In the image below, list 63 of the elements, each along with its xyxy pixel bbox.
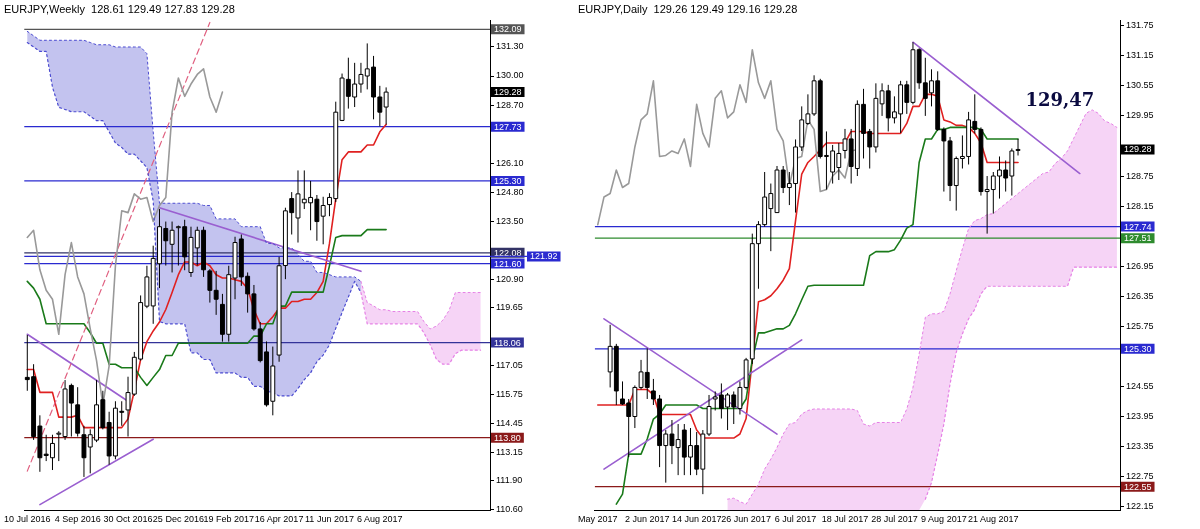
y-tick-label: 124.80 [496, 186, 524, 197]
ref-line-label: 122.08 [494, 247, 522, 258]
y-tick-label: 122.15 [1126, 501, 1154, 512]
chart-title: EURJPY,Daily 129.26 129.49 129.16 129.28 [578, 2, 798, 15]
ref-line-label: 121.60 [494, 258, 522, 269]
y-tick-label: 128.75 [1126, 170, 1154, 181]
y-tick-label: 131.15 [1126, 50, 1154, 61]
x-tick-label: May 2017 [578, 514, 618, 525]
y-tick-label: 130.55 [1126, 80, 1154, 91]
text: 129.28 [1124, 144, 1152, 155]
ref-line-label: 127.73 [494, 121, 522, 132]
y-tick-label: 123.95 [1126, 410, 1154, 421]
x-tick-label: 11 Jun 2017 [305, 514, 354, 525]
chart-title: EURJPY,Weekly 128.61 129.49 127.83 129.28 [4, 2, 235, 15]
x-tick-label: 16 Apr 2017 [254, 514, 304, 525]
x-tick-label: 30 Oct 2016 [103, 514, 153, 525]
x-tick-label: 10 Jul 2016 [4, 514, 51, 525]
ref-line-label: 127.74 [1124, 221, 1152, 232]
y-tick-label: 123.50 [496, 215, 524, 226]
y-tick-label: 117.05 [496, 359, 523, 370]
ref-line-label: 122.55 [1124, 481, 1152, 492]
ref-line-label: 127.51 [1124, 233, 1152, 244]
x-tick-label: 18 Jul 2017 [821, 514, 869, 525]
x-tick-label: 26 Jun 2017 [721, 514, 771, 525]
y-tick-label: 122.75 [1126, 471, 1154, 482]
x-tick-label: 21 Aug 2017 [968, 514, 1019, 525]
y-tick-label: 124.55 [1126, 380, 1154, 391]
y-tick-label: 115.75 [496, 388, 523, 399]
ref-line-label: 113.80 [494, 432, 521, 443]
y-tick-label: 119.65 [496, 301, 523, 312]
y-tick-label: 113.15 [496, 446, 523, 457]
x-tick-label: 14 Jun 2017 [671, 514, 722, 525]
y-tick-label: 129.95 [1126, 110, 1154, 121]
y-tick-label: 114.45 [496, 417, 523, 428]
ref-line-label: 125.30 [494, 175, 522, 186]
ref-line-label: 125.30 [1124, 343, 1152, 354]
x-tick-label: 19 Feb 2017 [203, 514, 255, 525]
y-tick-label: 126.10 [496, 157, 524, 168]
x-tick-label: 4 Sep 2016 [54, 514, 101, 525]
ref-line-label: 118.06 [494, 337, 521, 348]
ref-line-label: 132.09 [494, 24, 522, 35]
y-tick-label: 128.15 [1126, 200, 1154, 211]
x-tick-label: 25 Dec 2016 [152, 514, 204, 525]
x-tick-label: 2 Jun 2017 [624, 514, 670, 525]
y-tick-label: 131.30 [496, 41, 524, 52]
x-tick-label: 6 Jul 2017 [774, 514, 817, 525]
y-tick-label: 125.75 [1126, 320, 1154, 331]
x-tick-label: 9 Aug 2017 [921, 514, 967, 525]
y-tick-label: 131.75 [1126, 20, 1154, 31]
ref-line-label: 121.92 [530, 251, 558, 262]
y-tick-label: 130.00 [496, 70, 524, 81]
line-series [924, 266, 1118, 500]
y-tick-label: 111.90 [496, 474, 523, 485]
y-tick-label: 128.70 [496, 99, 524, 110]
y-tick-label: 110.60 [496, 503, 523, 514]
annotation: 129,47 [1025, 88, 1095, 110]
x-tick-label: 28 Jul 2017 [871, 514, 918, 525]
y-tick-label: 126.95 [1126, 260, 1154, 271]
text: 129.28 [494, 87, 522, 98]
x-tick-label: 6 Aug 2017 [357, 514, 403, 525]
y-tick-label: 126.35 [1126, 290, 1154, 301]
y-tick-label: 120.90 [496, 273, 524, 284]
y-tick-label: 123.35 [1126, 441, 1154, 452]
